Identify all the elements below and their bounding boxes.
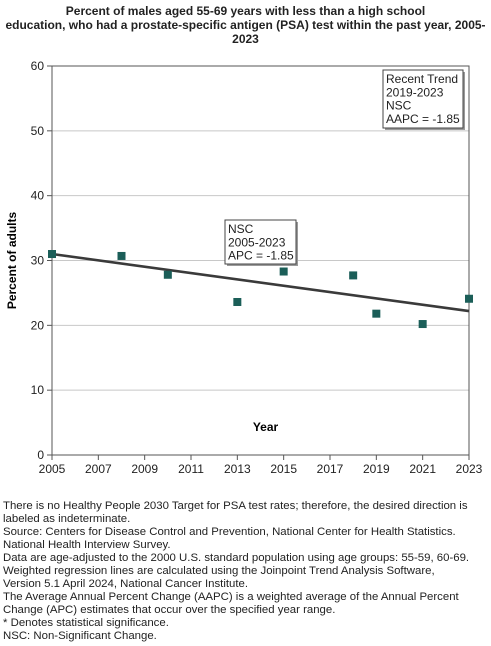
annotation-text: 2005-2023	[228, 235, 286, 249]
x-tick-label: 2005	[39, 462, 66, 476]
x-tick-label: 2015	[270, 462, 297, 476]
y-tick-label: 40	[31, 189, 45, 203]
x-tick-label: 2021	[409, 462, 436, 476]
x-tick-label: 2011	[178, 462, 204, 476]
x-tick-label: 2013	[224, 462, 251, 476]
title-line: 2023	[232, 32, 259, 46]
trend-line	[51, 252, 470, 313]
y-axis-ticks: 0 10 20 30 40 50 60	[31, 59, 52, 462]
x-axis-ticks: 2005 2007 2009 2011 2013 2015 2017 2019 2021 2023	[39, 455, 483, 476]
footnote-line: Weighted regression lines are calculated…	[3, 565, 435, 577]
annotation-text: 2019-2023	[386, 85, 444, 99]
footnote-line: NSC: Non-Significant Change.	[3, 630, 157, 642]
footnote-line: Data are age-adjusted to the 2000 U.S. s…	[3, 552, 470, 564]
y-axis-label: Percent of adults	[5, 212, 19, 310]
annotation-text: Recent Trend	[386, 72, 458, 86]
title-line: education, who had a prostate-specific a…	[5, 18, 486, 32]
footnote-line: * Denotes statistical significance.	[3, 617, 169, 629]
footnote-line: Source: Centers for Disease Control and …	[3, 526, 456, 538]
y-tick-label: 0	[37, 448, 44, 462]
x-axis-label: Year	[253, 420, 279, 434]
data-point	[48, 250, 56, 259]
data-point	[418, 320, 427, 329]
data-point	[465, 294, 473, 303]
title-line: Percent of males aged 55-69 years with l…	[65, 4, 426, 18]
x-tick-label: 2009	[131, 462, 158, 476]
x-tick-label: 2017	[317, 462, 344, 476]
data-points	[48, 250, 473, 329]
footnote-line: National Health Interview Survey.	[3, 539, 171, 551]
annotation-frame	[224, 219, 297, 265]
y-tick-label: 30	[31, 254, 45, 268]
data-point	[233, 297, 242, 306]
x-tick-label: 2023	[456, 462, 483, 476]
y-tick-label: 50	[31, 124, 45, 138]
annotation-text: NSC	[228, 222, 254, 236]
chart-title: Percent of males aged 55-69 years with l…	[0, 4, 491, 46]
x-tick-label: 2007	[85, 462, 112, 476]
footnote-line: labeled as indeterminate.	[3, 513, 131, 525]
footnote-line: There is no Healthy People 2030 Target f…	[3, 500, 468, 512]
data-point	[163, 270, 172, 279]
x-tick-label: 2019	[363, 462, 390, 476]
y-tick-label: 10	[31, 383, 45, 397]
y-tick-label: 60	[31, 59, 45, 73]
data-point	[117, 251, 126, 260]
annotation-text: AAPC = -1.85	[386, 112, 460, 126]
footnote-line: Version 5.1 April 2024, National Cancer …	[3, 578, 249, 590]
y-tick-label: 20	[31, 318, 45, 332]
data-point	[349, 271, 358, 280]
footnotes: There is no Healthy People 2030 Target f…	[3, 500, 489, 643]
data-point	[372, 309, 381, 318]
data-point	[279, 267, 288, 276]
annotation-text: NSC	[386, 99, 412, 113]
footnote-line: Change (APC) estimates that occur over t…	[3, 604, 336, 616]
annotation-frame	[382, 69, 464, 129]
annotation-text: APC = -1.85	[228, 249, 294, 263]
footnote-line: The Average Annual Percent Change (AAPC)…	[3, 591, 459, 603]
